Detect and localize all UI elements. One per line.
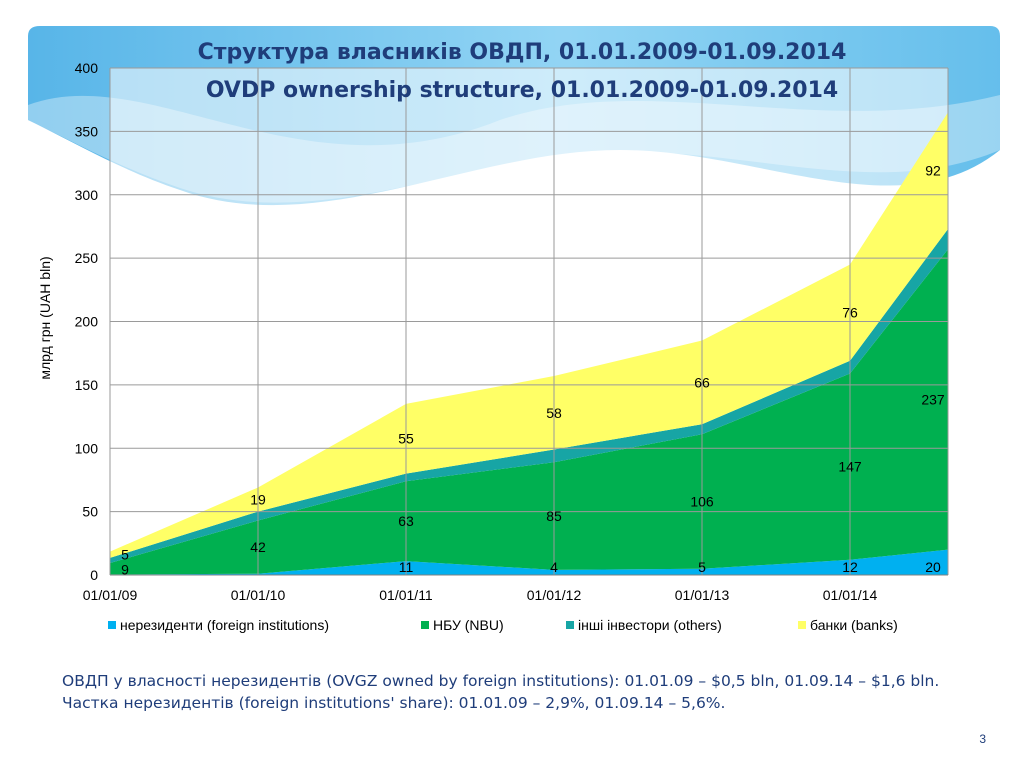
legend-label-others: інші інвестори (others)	[578, 617, 722, 633]
data-label-s1-p0: 9	[121, 561, 129, 577]
data-label-s0-p4: 5	[698, 559, 706, 575]
y-tick-label-250: 250	[75, 250, 99, 266]
legend-item-others: інші інвестори (others)	[566, 617, 722, 633]
x-tick-label-2: 01/01/11	[379, 587, 433, 603]
data-label-s1-p4: 106	[690, 494, 714, 510]
data-label-s3-p4: 66	[694, 374, 710, 390]
title-ukrainian: Структура власників ОВДП, 01.01.2009-01.…	[197, 40, 847, 65]
data-label-s1-p5: 147	[838, 459, 862, 475]
data-label-s3-p0: 5	[121, 547, 129, 563]
area-banks	[110, 112, 948, 558]
x-tick-label-1: 01/01/10	[231, 587, 286, 603]
data-label-s0-p6: 20	[925, 559, 941, 575]
data-label-s3-p3: 58	[546, 405, 562, 421]
y-tick-label-350: 350	[75, 123, 99, 139]
legend-swatch-nbu	[421, 621, 429, 629]
x-tick-label-0: 01/01/09	[83, 587, 138, 603]
y-tick-label-400: 400	[75, 60, 99, 76]
data-label-s0-p2: 11	[399, 559, 414, 575]
area-nonresidents	[110, 549, 948, 575]
y-tick-label-50: 50	[82, 504, 98, 520]
legend-item-nonresidents: нерезиденти (foreign institutions)	[108, 617, 329, 633]
legend-label-nbu: НБУ (NBU)	[433, 617, 504, 633]
data-label-s3-p5: 76	[842, 305, 858, 321]
data-label-s1-p6: 237	[921, 392, 945, 408]
x-tick-label-5: 01/01/14	[823, 587, 878, 603]
legend-swatch-banks	[798, 621, 806, 629]
x-tick-label-4: 01/01/13	[675, 587, 730, 603]
y-tick-label-150: 150	[75, 377, 99, 393]
legend: нерезиденти (foreign institutions) НБУ (…	[0, 617, 1024, 637]
data-label-s1-p2: 63	[398, 513, 414, 529]
legend-swatch-others	[566, 621, 574, 629]
y-tick-label-300: 300	[75, 187, 99, 203]
y-tick-label-0: 0	[90, 567, 98, 583]
footnote: ОВДП у власності нерезидентів (OVGZ owne…	[62, 672, 940, 712]
title-english: OVDP ownership structure, 01.01.2009-01.…	[205, 78, 839, 103]
area-nbu	[110, 249, 948, 575]
data-label-s0-p3: 4	[550, 559, 558, 575]
legend-label-nonresidents: нерезиденти (foreign institutions)	[120, 617, 329, 633]
data-label-s3-p1: 19	[250, 492, 266, 508]
page-number: 3	[979, 732, 986, 746]
y-tick-label-200: 200	[75, 314, 99, 330]
y-axis-label: млрд грн (UAH bln)	[37, 256, 53, 380]
data-label-s1-p1: 42	[250, 539, 266, 555]
data-label-s0-p5: 12	[842, 559, 858, 575]
data-label-s3-p6: 92	[925, 163, 941, 179]
data-label-s1-p3: 85	[546, 508, 562, 524]
data-label-s3-p2: 55	[398, 431, 414, 447]
legend-item-nbu: НБУ (NBU)	[421, 617, 504, 633]
y-tick-label-100: 100	[75, 440, 99, 456]
x-tick-label-3: 01/01/12	[527, 587, 582, 603]
legend-item-banks: банки (banks)	[798, 617, 898, 633]
area-others	[110, 229, 948, 563]
legend-swatch-nonresidents	[108, 621, 116, 629]
legend-label-banks: банки (banks)	[810, 617, 898, 633]
